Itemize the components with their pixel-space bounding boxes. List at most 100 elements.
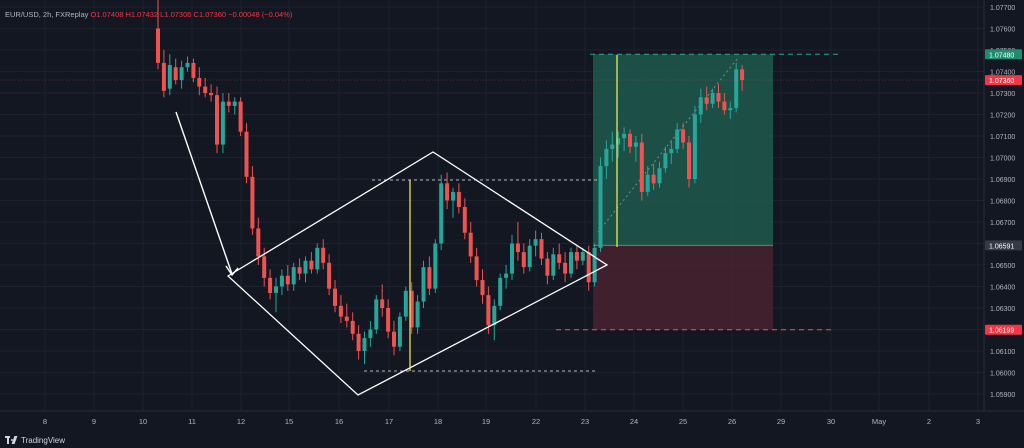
price-axis[interactable]: 1.077001.076001.075001.074001.073001.072… xyxy=(0,0,1024,412)
price-tick-label: 1.06300 xyxy=(990,306,1015,313)
footer-bar: TradingView xyxy=(0,432,1024,448)
candle-body xyxy=(315,247,320,270)
candle-body xyxy=(173,67,178,81)
candle-body xyxy=(657,168,662,184)
candle-body xyxy=(651,174,656,184)
candle-body xyxy=(167,65,172,89)
candle-body xyxy=(250,176,255,229)
time-tick-label: 8 xyxy=(43,417,47,426)
price-tick-label: 1.07700 xyxy=(990,5,1015,12)
time-axis[interactable]: 8 9 10 11 12 15 16 17 18 19 22 23 24 25 26 29 30 May 2 3 xyxy=(0,410,1024,432)
price-marker-label: 1.07480 xyxy=(989,52,1014,59)
price-tick-label: 1.07000 xyxy=(990,156,1015,163)
time-axis-bg xyxy=(0,411,1024,432)
candle-body xyxy=(244,131,249,177)
candle-body xyxy=(468,232,473,257)
price-marker-entry[interactable] xyxy=(985,240,1022,251)
candle-body xyxy=(533,239,538,246)
candle-body xyxy=(297,267,302,274)
candle-body xyxy=(592,247,597,283)
time-tick-label: May xyxy=(872,417,886,426)
time-tick-label: 2 xyxy=(927,417,931,426)
candle-body xyxy=(327,262,332,289)
candle-body xyxy=(220,101,225,145)
price-tick-label: 1.06100 xyxy=(990,349,1015,356)
candle-body xyxy=(563,262,568,274)
candle-body xyxy=(663,153,668,169)
price-marker-stop[interactable] xyxy=(985,324,1022,335)
candle-body xyxy=(256,228,261,257)
price-tick-label: 1.06800 xyxy=(990,199,1015,206)
candle-body xyxy=(344,316,349,321)
candle-body xyxy=(386,308,391,332)
candle-body xyxy=(368,329,373,339)
candle-body xyxy=(392,331,396,347)
candle-body xyxy=(374,299,379,330)
target-zone[interactable] xyxy=(593,54,773,246)
candle-body xyxy=(268,277,273,293)
candle-body xyxy=(350,320,355,334)
candle-body xyxy=(262,256,267,278)
candle-body xyxy=(669,148,674,154)
symbol-title[interactable]: EUR/USD, 2h, FXReplay xyxy=(5,10,89,19)
candle-body xyxy=(645,174,650,192)
price-tick-label: 1.06000 xyxy=(990,371,1015,378)
candle-body xyxy=(415,301,420,328)
stop-zone[interactable] xyxy=(593,245,773,330)
candle-body xyxy=(710,93,715,104)
brand-name: TradingView xyxy=(21,435,66,445)
candle-body xyxy=(480,280,485,296)
tradingview-logo[interactable]: TradingView xyxy=(5,436,65,445)
arrow-head-icon xyxy=(225,265,239,277)
time-tick-label: 25 xyxy=(679,417,687,426)
candle-body xyxy=(586,252,591,283)
candle-body xyxy=(215,95,219,145)
diamond-pattern[interactable] xyxy=(226,151,609,396)
pattern-drawings[interactable] xyxy=(175,55,618,396)
candle-body xyxy=(675,129,680,149)
candle-body xyxy=(687,142,691,179)
candle-body xyxy=(226,101,231,106)
candle-body xyxy=(203,86,208,93)
price-tick-label: 1.05900 xyxy=(990,392,1015,399)
candle-body xyxy=(539,239,544,259)
time-tick-label: 22 xyxy=(532,417,540,426)
impulse-arrow-line[interactable] xyxy=(175,111,233,275)
candle-body xyxy=(333,288,337,306)
candle-body xyxy=(616,138,621,145)
candle-body xyxy=(622,133,627,139)
time-tick-label: 12 xyxy=(237,417,245,426)
time-tick-label: 17 xyxy=(385,417,393,426)
candles-layer xyxy=(156,0,745,364)
price-tick-label: 1.07400 xyxy=(990,70,1015,77)
price-marker-last[interactable] xyxy=(985,75,1022,86)
candle-body xyxy=(521,252,526,268)
candle-body xyxy=(445,183,450,201)
candle-body xyxy=(474,256,479,281)
candle-body xyxy=(161,62,166,91)
time-tick-label: 15 xyxy=(285,417,293,426)
candle-body xyxy=(598,166,603,248)
candle-body xyxy=(462,206,467,233)
price-marker-target[interactable] xyxy=(985,49,1022,60)
price-tick-label: 1.06500 xyxy=(990,263,1015,270)
candle-body xyxy=(362,338,367,351)
time-tick-label: 30 xyxy=(827,417,835,426)
time-tick-label: 11 xyxy=(188,417,196,426)
candle-body xyxy=(232,101,237,106)
time-tick-label: 3 xyxy=(976,417,980,426)
candle-body xyxy=(421,267,426,302)
candle-body xyxy=(692,114,697,179)
candle-body xyxy=(338,305,343,317)
price-marker-label: 1.06199 xyxy=(989,328,1014,335)
candle-body xyxy=(633,142,638,147)
candle-body xyxy=(309,260,314,270)
legend-close: C1.07360 xyxy=(193,10,227,19)
symbol-legend: EUR/USD, 2h, FXReplay O1.07408 H1.07432 … xyxy=(5,10,292,19)
candle-body xyxy=(397,316,402,347)
candle-body xyxy=(728,108,733,111)
long-position-tool[interactable] xyxy=(593,54,773,330)
time-tick-label: 19 xyxy=(482,417,490,426)
tradingview-mark-icon xyxy=(5,436,18,444)
